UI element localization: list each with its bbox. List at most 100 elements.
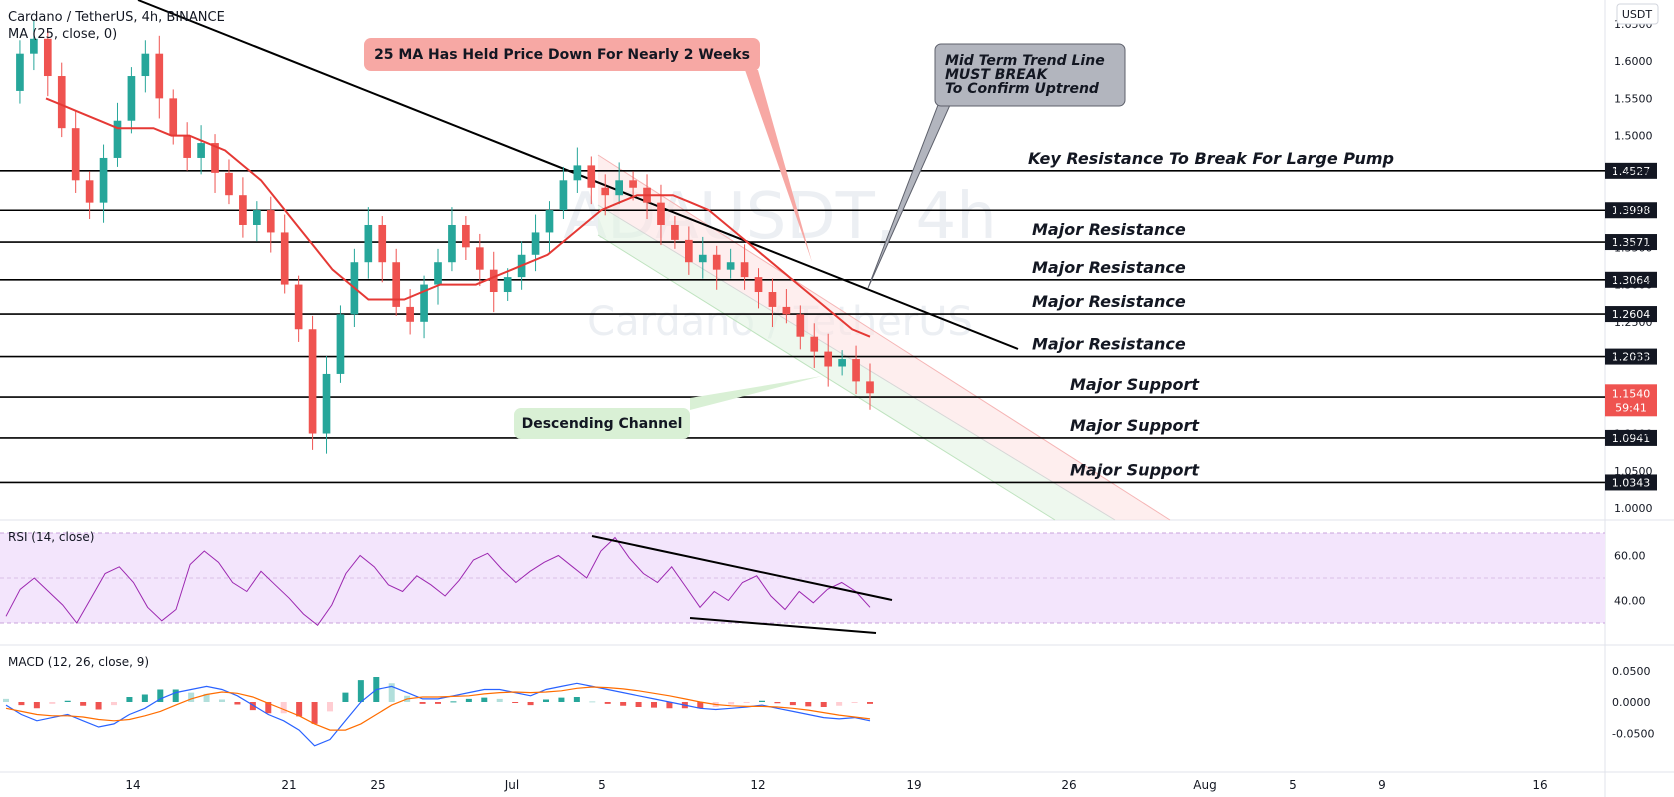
time-tick-label: 26 xyxy=(1061,778,1076,792)
rsi-axis[interactable]: 60.00 40.00 xyxy=(1614,550,1646,608)
macd-histogram-bar xyxy=(867,702,873,704)
candle-body xyxy=(712,254,721,270)
channel-note-box[interactable] xyxy=(514,408,690,439)
candle-body xyxy=(169,98,178,136)
macd-histogram-bar xyxy=(851,702,858,703)
candle-body xyxy=(266,210,275,233)
macd-histogram-bar xyxy=(296,702,303,717)
macd-histogram-bar xyxy=(327,702,333,712)
price-tick-label: 1.0500 xyxy=(1614,465,1653,478)
time-tick-label: 9 xyxy=(1378,778,1386,792)
macd-tick-label: 0.0500 xyxy=(1612,665,1651,678)
current-price-label: 1.1540 xyxy=(1612,387,1651,400)
time-tick-label: Aug xyxy=(1193,778,1216,792)
level-price-tag xyxy=(1605,271,1657,288)
price-tick-label: 1.4500 xyxy=(1614,167,1653,180)
price-tick-label: 1.6000 xyxy=(1614,55,1653,68)
time-tick-label: 5 xyxy=(598,778,606,792)
macd-histogram-bar xyxy=(435,702,441,704)
macd-histogram-bar xyxy=(450,701,457,703)
macd-histogram-bar xyxy=(141,694,148,702)
macd-histogram-bar xyxy=(18,702,25,706)
channel-note-text: Descending Channel xyxy=(522,416,683,432)
rsi-support-trendline xyxy=(689,617,877,634)
macd-histogram-bar xyxy=(234,702,241,705)
macd-tick-label: -0.0500 xyxy=(1612,727,1654,740)
price-tick-label: 1.3000 xyxy=(1614,279,1653,292)
level-price-label: 1.2033 xyxy=(1612,351,1651,364)
current-price-tag xyxy=(1605,384,1657,417)
macd-axis[interactable]: 0.0500 0.0000 -0.0500 xyxy=(1612,665,1654,741)
candle-body xyxy=(308,329,317,434)
macd-histogram-bar xyxy=(666,702,673,709)
candle-body xyxy=(322,373,331,434)
macd-histogram-bar xyxy=(342,692,349,702)
candle-body xyxy=(197,143,205,158)
macd-histogram-bar xyxy=(157,689,164,702)
time-tick-label: 5 xyxy=(1289,778,1297,792)
price-axis[interactable]: 1.45271.39981.35711.30641.26041.20331.14… xyxy=(1605,18,1657,515)
level-note: Major Resistance xyxy=(1032,220,1186,239)
macd-histogram-bar xyxy=(111,702,117,706)
ma-legend[interactable]: MA (25, close, 0) xyxy=(8,27,117,42)
candle-body xyxy=(671,224,679,240)
rsi-legend[interactable]: RSI (14, close) xyxy=(8,530,94,544)
trendline-note-line-2: MUST BREAK xyxy=(945,67,1049,83)
price-tick-label: 1.2000 xyxy=(1614,353,1653,366)
macd-histogram-bar xyxy=(49,702,56,704)
candle-body xyxy=(280,232,289,285)
macd-tick-label: 0.0000 xyxy=(1612,696,1651,709)
time-tick-label: 14 xyxy=(125,778,140,792)
macd-histogram-bar xyxy=(249,702,256,711)
rsi-tick-label: 60.00 xyxy=(1614,550,1646,563)
macd-histogram-bar xyxy=(496,698,503,702)
level-price-label: 1.4527 xyxy=(1612,165,1651,178)
candle-body xyxy=(475,247,484,270)
time-axis[interactable]: 14 21 25 Jul 5 12 19 26 Aug 5 9 16 xyxy=(125,778,1547,792)
candle-body xyxy=(782,306,791,315)
time-tick-label: Jul xyxy=(504,778,519,792)
macd-histogram-bar xyxy=(620,702,627,706)
candle-body xyxy=(629,180,637,188)
macd-histogram-bar xyxy=(697,702,704,709)
level-note: Major Support xyxy=(1070,460,1200,479)
candle-body xyxy=(587,165,596,188)
macd-histogram-bar xyxy=(527,702,534,706)
macd-histogram-bar xyxy=(805,702,812,707)
level-price-tag xyxy=(1605,474,1657,491)
candle-body xyxy=(225,172,233,196)
macd-histogram-bar xyxy=(820,702,827,707)
candle-body xyxy=(462,224,470,248)
currency-button[interactable]: USDT xyxy=(1616,3,1659,25)
candle-body xyxy=(601,187,610,196)
candlesticks xyxy=(16,20,874,454)
macd-histogram-bar xyxy=(126,697,133,702)
macd-histogram-bar xyxy=(64,700,71,702)
symbol-title[interactable]: Cardano / TetherUS, 4h, BINANCE xyxy=(8,10,225,25)
macd-histogram-bar xyxy=(789,702,796,706)
macd-histogram-bar xyxy=(651,702,657,708)
level-note: Major Support xyxy=(1070,375,1200,394)
level-price-tag xyxy=(1605,202,1657,219)
macd-histogram-bar xyxy=(3,698,9,702)
candle-body xyxy=(685,239,693,263)
candle-body xyxy=(406,306,414,322)
macd-histogram-bar xyxy=(357,680,364,702)
candle-body xyxy=(155,53,164,99)
ma25-line xyxy=(45,97,871,338)
macd-histogram-bar xyxy=(728,702,735,705)
trendline-note-line-1: Mid Term Trend Line xyxy=(945,53,1105,69)
candle-body xyxy=(253,210,261,225)
candle-body xyxy=(503,277,512,293)
candle-body xyxy=(211,143,219,173)
time-tick-label: 19 xyxy=(906,778,921,792)
candle-body xyxy=(420,284,428,322)
candle-body xyxy=(127,76,136,121)
macd-legend[interactable]: MACD (12, 26, close, 9) xyxy=(8,655,149,669)
candle-body xyxy=(364,224,373,263)
candle-body xyxy=(392,262,401,307)
level-price-label: 1.3998 xyxy=(1612,204,1651,217)
ma-note-box[interactable] xyxy=(364,38,760,71)
trendline-note-box[interactable] xyxy=(934,43,1126,107)
